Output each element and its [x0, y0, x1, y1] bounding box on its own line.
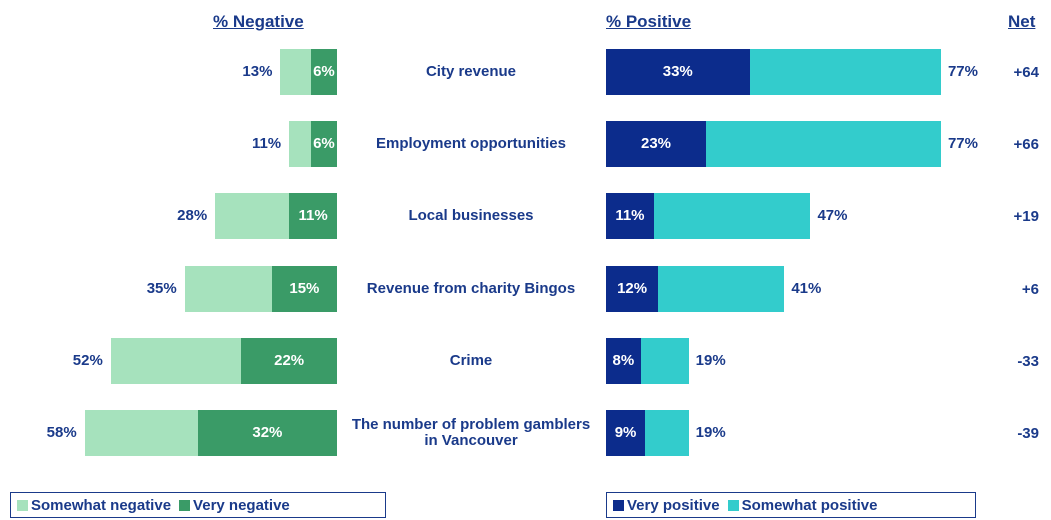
net-label: +6 — [1021, 280, 1039, 298]
positive-label: 47% — [817, 207, 848, 225]
net-label: +66 — [1013, 136, 1039, 154]
negative-label: 11% — [251, 135, 282, 153]
positive-label: 77% — [947, 135, 978, 153]
legend: Somewhat negative Very negative — [10, 492, 386, 518]
very-positive-label: 33% — [662, 63, 693, 80]
positive-label: 19% — [695, 351, 726, 369]
very-positive-label: 9% — [614, 424, 637, 441]
very-negative-label: 6% — [313, 135, 335, 153]
negative-label: 52% — [72, 351, 103, 369]
category-label: City revenue — [425, 63, 517, 80]
category-label: Employment opportunities — [375, 135, 566, 153]
legend-swatch — [17, 499, 28, 511]
very-negative-bar — [289, 193, 337, 240]
very-positive-bar — [606, 193, 654, 240]
legend-swatch — [613, 499, 624, 511]
negative-header: % Negative — [213, 12, 304, 31]
very-positive-bar — [606, 49, 750, 95]
very-negative-bar — [271, 265, 337, 312]
legend-item: Very positive — [613, 497, 720, 514]
positive-header: % Positive — [606, 12, 692, 31]
negative-label: 28% — [177, 207, 208, 225]
negative-label: 58% — [46, 424, 77, 441]
legend-item: Somewhat positive — [727, 496, 878, 514]
net-label: -33 — [1017, 352, 1039, 370]
net-label: +64 — [1013, 64, 1039, 81]
negative-label: 35% — [146, 279, 177, 297]
legend-item: Very negative — [179, 497, 290, 514]
very-negative-label: 6% — [313, 63, 335, 80]
category-label: Local businesses — [408, 207, 534, 225]
legend-label: Somewhat negative — [31, 496, 172, 514]
very-negative-bar — [310, 49, 337, 95]
legend-label: Somewhat positive — [741, 496, 878, 514]
very-negative-bar — [197, 410, 337, 456]
category-label: The number of problem gamblers in Vancou… — [351, 416, 591, 449]
legend-label: Very positive — [627, 496, 720, 514]
net-label: -39 — [1017, 425, 1039, 442]
legend-item: Somewhat negative — [17, 497, 171, 514]
net-label: +19 — [1013, 208, 1039, 226]
very-positive-label: 23% — [641, 135, 672, 153]
very-negative-bar — [310, 121, 337, 168]
very-negative-label: 22% — [274, 351, 305, 369]
very-positive-bar — [606, 121, 707, 168]
very-positive-bar — [606, 337, 641, 384]
negative-label: 13% — [242, 63, 273, 80]
legend-swatch — [179, 499, 191, 511]
very-positive-label: 8% — [612, 351, 635, 369]
positive-label: 19% — [695, 424, 726, 441]
legend-swatch — [727, 499, 739, 511]
legend-label: Very negative — [193, 496, 290, 514]
positive-label: 77% — [947, 63, 978, 80]
very-positive-bar — [606, 410, 646, 456]
category-label: Crime — [449, 351, 493, 369]
very-negative-label: 32% — [252, 424, 283, 441]
positive-label: 41% — [791, 279, 822, 297]
category-label: Revenue from charity Bingos — [366, 279, 576, 297]
very-positive-label: 11% — [615, 207, 645, 225]
very-negative-label: 11% — [298, 207, 328, 225]
very-positive-label: 12% — [617, 279, 648, 297]
very-negative-bar — [241, 337, 337, 384]
net-header: Net — [1008, 12, 1036, 31]
very-negative-label: 15% — [289, 279, 320, 297]
legend: Very positive Somewhat positive — [606, 492, 976, 518]
very-positive-bar — [606, 265, 659, 312]
